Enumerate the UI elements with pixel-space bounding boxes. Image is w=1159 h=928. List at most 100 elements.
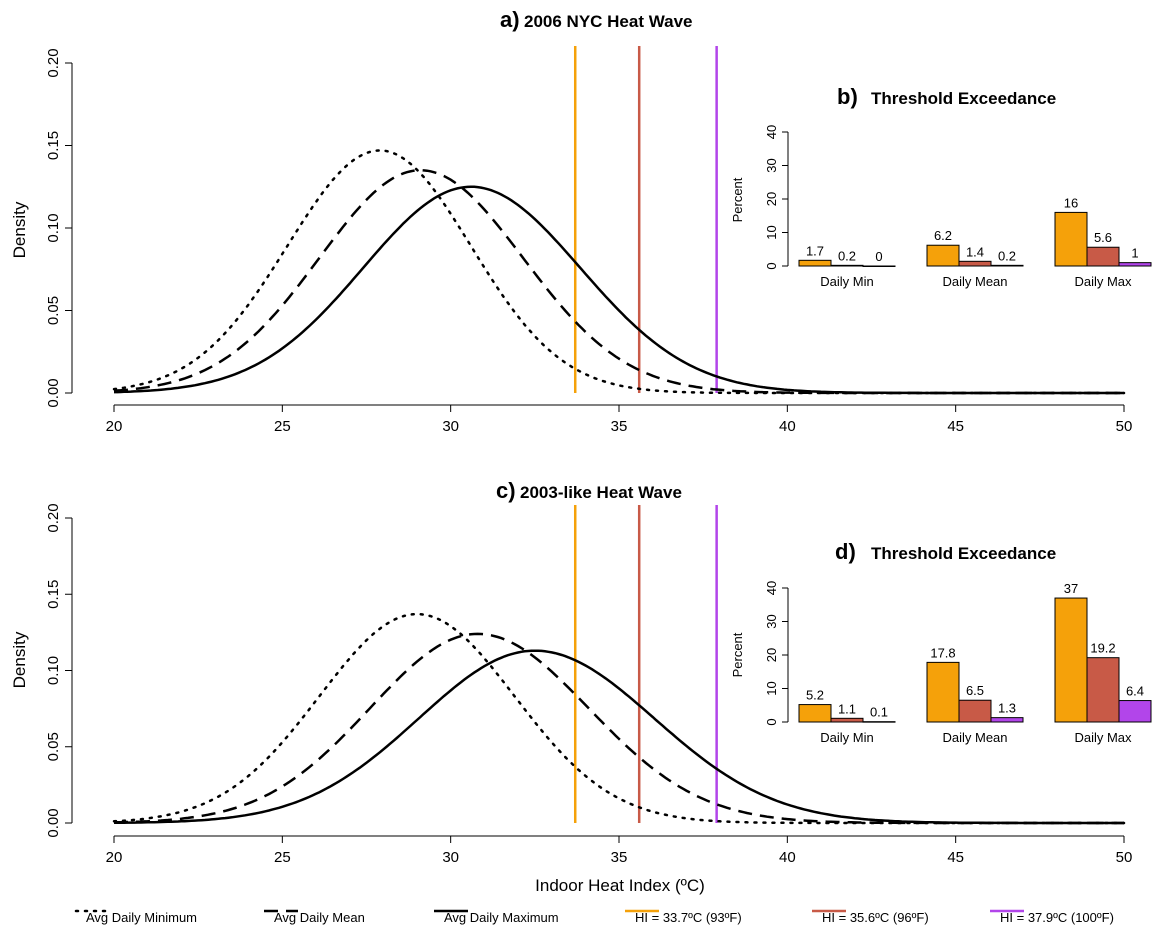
bar <box>926 244 960 267</box>
x-tick-label: 45 <box>947 418 964 435</box>
category-label: Daily Max <box>1074 730 1132 745</box>
bar <box>862 265 896 267</box>
panel-c-axes: 20 25 30 35 40 45 500.000.050.100.150.20 <box>45 503 1132 866</box>
inset-y-tick-label: 30 <box>764 158 779 172</box>
panel-a-curves <box>112 149 1126 395</box>
panel-d-title: Threshold Exceedance <box>871 544 1056 563</box>
category-label: Daily Mean <box>942 730 1007 745</box>
panel-c-letter: c) <box>496 478 516 503</box>
bar <box>958 699 992 723</box>
bar-value-label: 1.1 <box>838 701 856 716</box>
inset-y-tick-label: 40 <box>764 581 779 595</box>
density-curve-dotted <box>112 149 1126 395</box>
bar-value-label: 6.4 <box>1126 684 1144 699</box>
bar-value-label: 17.8 <box>930 645 955 660</box>
bar-value-label: 19.2 <box>1090 641 1115 656</box>
y-tick-label: 0.20 <box>45 48 62 77</box>
bar <box>862 721 896 723</box>
inset-y-tick-label: 0 <box>764 718 779 725</box>
legend-label-2: Avg Daily Mean <box>274 910 365 925</box>
bar-value-label: 1.7 <box>806 243 824 258</box>
panel-c-ylabel: Density <box>10 631 29 688</box>
x-axis-label: Indoor Heat Index (ºC) <box>535 876 705 895</box>
bar-value-label: 5.6 <box>1094 230 1112 245</box>
category-label: Daily Mean <box>942 274 1007 289</box>
panel-c-curves <box>112 612 1126 825</box>
bar <box>1054 597 1088 723</box>
category-label: Daily Min <box>820 274 873 289</box>
panel-a-letter: a) <box>500 7 520 32</box>
legend-label-4: HI = 33.7ºC (93ºF) <box>635 910 742 925</box>
bar-value-label: 0.2 <box>998 248 1016 263</box>
x-tick-label: 35 <box>611 849 628 866</box>
panel-d-ylabel: Percent <box>730 632 745 677</box>
panel-a-threshold-lines <box>573 46 718 393</box>
panel-d-axes: Daily Min Daily Mean Daily Max 0 10 20 30 40 <box>764 581 1132 745</box>
bar <box>830 717 864 723</box>
x-tick-label: 35 <box>611 418 628 435</box>
density-curve-solid <box>114 185 1124 395</box>
bar-value-label: 16 <box>1064 195 1078 210</box>
category-label: Daily Min <box>820 730 873 745</box>
bar-value-label: 6.2 <box>934 228 952 243</box>
x-tick-label: 45 <box>947 849 964 866</box>
y-tick-label: 0.05 <box>45 732 62 761</box>
bar-value-label: 1.3 <box>998 701 1016 716</box>
bar-value-label: 37 <box>1064 581 1078 596</box>
y-tick-label: 0.05 <box>45 296 62 325</box>
density-curve-solid <box>113 649 1124 825</box>
bar <box>1054 211 1088 267</box>
bar <box>958 260 992 267</box>
panel-a-density-plot: a) 2006 NYC Heat Wave Density 20 25 30 35 40… <box>10 7 1132 435</box>
panel-b-bar-inset: b) Threshold Exceedance Percent 1.7 0.2 0 6… <box>730 84 1152 289</box>
bar-value-label: 0.1 <box>870 705 888 720</box>
y-tick-label: 0.00 <box>45 378 62 407</box>
panel-a-title: 2006 NYC Heat Wave <box>524 12 693 31</box>
bar <box>1086 657 1120 723</box>
panel-c-threshold-lines <box>573 505 718 823</box>
bar <box>926 661 960 723</box>
bar <box>1086 246 1120 267</box>
inset-y-tick-label: 40 <box>764 125 779 139</box>
legend-label-6: HI = 37.9ºC (100ºF) <box>1000 910 1114 925</box>
bar <box>1118 700 1152 723</box>
y-tick-label: 0.15 <box>45 131 62 160</box>
bar <box>798 704 832 723</box>
bar <box>1118 262 1152 267</box>
x-tick-label: 30 <box>442 418 459 435</box>
inset-y-tick-label: 0 <box>764 262 779 269</box>
inset-y-tick-label: 20 <box>764 648 779 662</box>
legend-label-3: Avg Daily Maximum <box>444 910 559 925</box>
y-tick-label: 0.20 <box>45 503 62 532</box>
panel-d-bar-inset: d) Threshold Exceedance Percent 5.2 1.1 0.… <box>730 539 1152 745</box>
panel-a-ylabel: Density <box>10 201 29 258</box>
panel-b-letter: b) <box>837 84 858 109</box>
bar <box>990 717 1024 723</box>
panel-c-title: 2003-like Heat Wave <box>520 483 682 502</box>
panel-b-title: Threshold Exceedance <box>871 89 1056 108</box>
bar-value-label: 5.2 <box>806 688 824 703</box>
bar-value-label: 0 <box>875 249 882 264</box>
inset-y-tick-label: 20 <box>764 192 779 206</box>
y-tick-label: 0.10 <box>45 656 62 685</box>
legend-label-5: HI = 35.6ºC (96ºF) <box>822 910 929 925</box>
inset-y-tick-label: 30 <box>764 614 779 628</box>
bar-value-label: 6.5 <box>966 683 984 698</box>
x-tick-label: 20 <box>106 418 123 435</box>
density-curve-dashed <box>113 632 1124 825</box>
panel-b-axes: Daily Min Daily Mean Daily Max 0 10 20 30 40 <box>764 125 1132 289</box>
x-tick-label: 25 <box>274 418 291 435</box>
bar <box>798 259 832 267</box>
y-tick-label: 0.00 <box>45 808 62 837</box>
x-tick-label: 50 <box>1116 849 1133 866</box>
panel-c-density-plot: c) 2003-like Heat Wave Density 20 25 30 35 4… <box>10 478 1132 866</box>
x-tick-label: 30 <box>442 849 459 866</box>
panel-a-axes: 20 25 30 35 40 45 500.000.050.100.150.20 <box>45 48 1132 435</box>
inset-y-tick-label: 10 <box>764 681 779 695</box>
x-tick-label: 25 <box>274 849 291 866</box>
bar-value-label: 1.4 <box>966 244 984 259</box>
inset-y-tick-label: 10 <box>764 225 779 239</box>
x-tick-label: 40 <box>779 418 796 435</box>
x-tick-label: 50 <box>1116 418 1133 435</box>
